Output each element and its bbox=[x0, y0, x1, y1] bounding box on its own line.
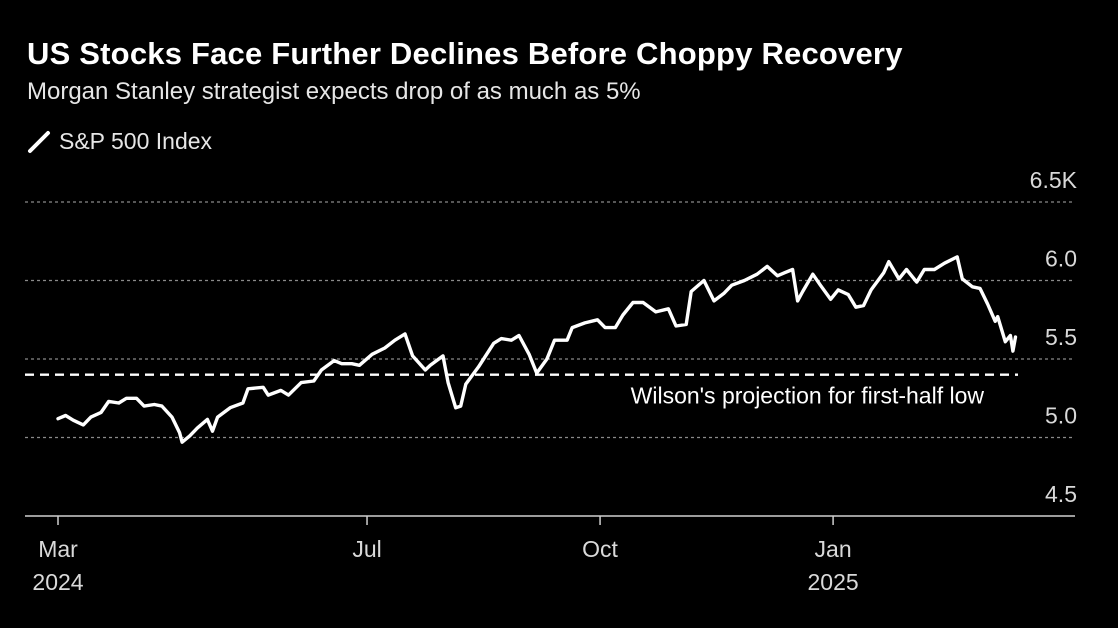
y-tick-label: 6.0 bbox=[1045, 246, 1077, 272]
y-tick-label: 6.5K bbox=[1030, 167, 1078, 193]
x-tick-label: Jan bbox=[815, 536, 852, 562]
chart-title: US Stocks Face Further Declines Before C… bbox=[27, 36, 903, 71]
x-tick-year-label: 2024 bbox=[32, 569, 83, 595]
chart-subtitle: Morgan Stanley strategist expects drop o… bbox=[27, 78, 641, 105]
y-tick-label: 4.5 bbox=[1045, 481, 1077, 507]
x-tick-year-label: 2025 bbox=[808, 569, 859, 595]
series-sp500 bbox=[56, 255, 1018, 444]
gridlines bbox=[25, 201, 1075, 439]
y-tick-label: 5.5 bbox=[1045, 324, 1077, 350]
x-tick-label: Jul bbox=[352, 536, 381, 562]
series-line bbox=[56, 255, 1018, 444]
legend: S&P 500 Index bbox=[27, 128, 212, 155]
x-axis: Mar 2024 Jul Oct Jan 2025 bbox=[25, 515, 1075, 595]
y-axis-labels: 4.5 5.0 5.5 6.0 6.5K bbox=[1030, 167, 1078, 507]
x-tick-label: Oct bbox=[582, 536, 618, 562]
legend-label: S&P 500 Index bbox=[59, 128, 213, 154]
reference-line-label: Wilson's projection for first-half low bbox=[631, 383, 985, 409]
y-tick-label: 5.0 bbox=[1045, 403, 1077, 429]
x-tick-label: Mar bbox=[38, 536, 78, 562]
legend-line-icon bbox=[28, 130, 50, 153]
reference-line-group: Wilson's projection for first-half low bbox=[25, 373, 1018, 409]
